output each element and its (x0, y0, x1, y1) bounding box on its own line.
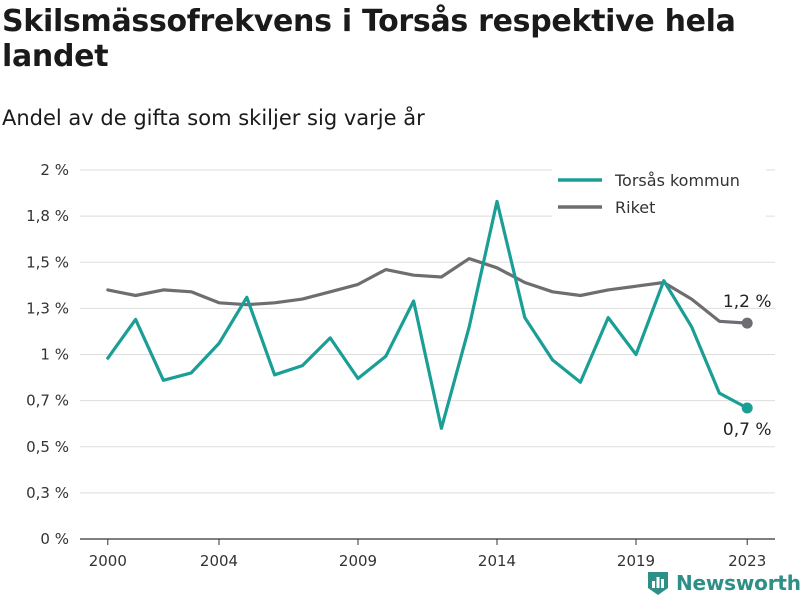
y-tick-label: 2 % (40, 161, 69, 179)
y-tick-label: 1,8 % (26, 207, 69, 225)
series-end-point (741, 317, 753, 329)
legend-label: Riket (615, 198, 655, 217)
x-axis: 2000 2004 2009 2014 2019 2023 (89, 539, 766, 570)
series-group: 0,7 % 1,2 % (106, 199, 772, 440)
x-tick-label: 2009 (339, 552, 377, 570)
y-tick-label: 1 % (40, 346, 69, 364)
y-tick-label: 0,7 % (26, 392, 69, 410)
series-line (106, 257, 749, 325)
grid-lines (80, 169, 775, 540)
brand-logo: Newsworthy (646, 568, 800, 598)
x-tick-label: 2014 (478, 552, 516, 570)
y-axis: 0 % 0,3 % 0,5 % 0,7 % 1 % 1,3 % 1,5 % 1,8 % 2 % (26, 161, 69, 548)
series-end-label: 1,2 % (723, 292, 772, 312)
y-tick-label: 0,5 % (26, 438, 69, 456)
legend-background (552, 164, 766, 218)
x-tick-label: 2019 (617, 552, 655, 570)
legend: Torsås kommun Riket (552, 164, 766, 218)
series-end-point (741, 402, 753, 414)
chart-subtitle: Andel av de gifta som skiljer sig varje … (2, 106, 425, 130)
x-tick-label: 2023 (728, 552, 766, 570)
y-tick-label: 0,3 % (26, 484, 69, 502)
series-line (106, 199, 749, 430)
brand-name: Newsworthy (676, 571, 800, 595)
newsworthy-logo-icon (648, 572, 668, 595)
legend-label: Torsås kommun (614, 171, 740, 190)
y-tick-label: 1,3 % (26, 299, 69, 317)
chart-title: Skilsmässofrekvens i Torsås respektive h… (2, 4, 736, 74)
series-end-label: 0,7 % (723, 420, 772, 440)
y-tick-label: 0 % (40, 530, 69, 548)
x-tick-label: 2004 (200, 552, 238, 570)
y-tick-label: 1,5 % (26, 253, 69, 271)
x-tick-label: 2000 (89, 552, 127, 570)
